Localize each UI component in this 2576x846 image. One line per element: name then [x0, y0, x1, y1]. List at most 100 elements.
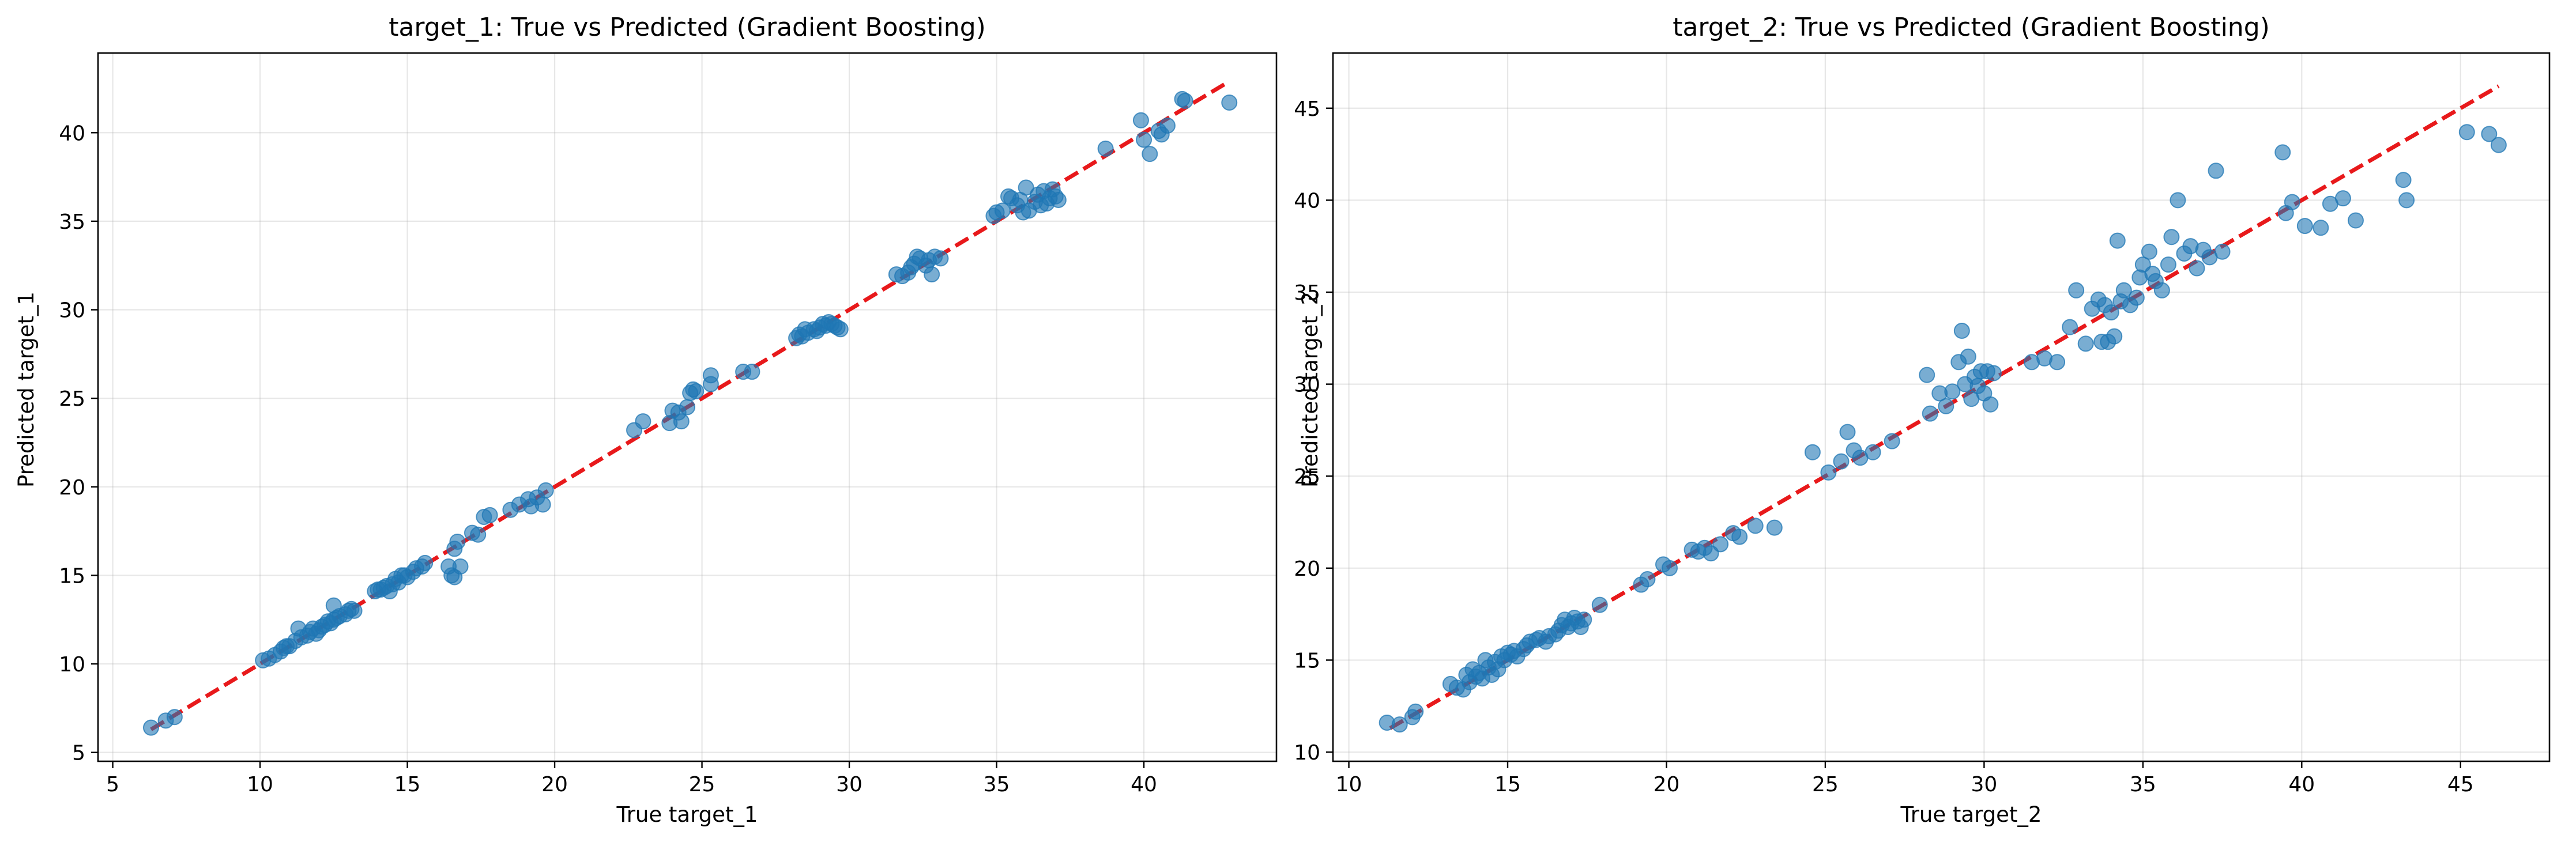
scatter-point: [452, 558, 469, 575]
scatter-point: [2077, 335, 2094, 352]
scatter-point: [470, 526, 487, 543]
x-tick-label: 15: [1494, 773, 1521, 796]
scatter-point: [2163, 229, 2180, 246]
scatter-point: [2395, 172, 2412, 188]
x-tick-label: 20: [1654, 773, 1680, 796]
scatter-point: [932, 250, 949, 267]
x-tick-label: 5: [106, 773, 119, 796]
scatter-point: [2141, 243, 2157, 260]
scatter-point: [1132, 112, 1149, 129]
scatter-point: [2284, 194, 2300, 210]
scatter-point: [1407, 703, 1424, 720]
chart-title: target_1: True vs Predicted (Gradient Bo…: [389, 13, 986, 42]
scatter-point: [673, 413, 690, 430]
scatter-point: [688, 383, 705, 399]
scatter-point: [2274, 144, 2291, 161]
grid: [98, 53, 1276, 761]
scatter-point: [2153, 282, 2170, 299]
scatter-point: [1839, 424, 1856, 440]
chart-target-1: target_1: True vs Predicted (Gradient Bo…: [14, 13, 1278, 827]
grid: [1333, 53, 2549, 761]
ticks: 5 10 15 20 25 30 35 40 5 10 15 20 25 30 35 40: [59, 122, 1157, 796]
x-tick-label: 35: [2130, 773, 2156, 796]
scatter-point: [1960, 348, 1976, 365]
scatter-point: [1591, 596, 1608, 613]
x-axis-label: True target_2: [1900, 802, 2042, 827]
x-tick-label: 30: [836, 773, 863, 796]
scatter-point: [142, 719, 159, 736]
x-tick-label: 40: [1131, 773, 1157, 796]
scatter-point: [2115, 282, 2132, 299]
scatter-point: [2398, 192, 2415, 209]
scatter-point: [1391, 716, 1408, 733]
scatter-point: [1050, 192, 1067, 209]
x-tick-label: 15: [394, 773, 421, 796]
scatter-point: [2208, 163, 2224, 179]
scatter-point: [1097, 140, 1114, 157]
scatter-point: [1982, 396, 1999, 413]
scatter-point: [346, 602, 363, 619]
y-tick-label: 25: [59, 387, 85, 411]
scatter-point: [1731, 528, 1748, 545]
y-tick-label: 30: [1294, 373, 1320, 397]
scatter-point: [1177, 92, 1193, 109]
scatter-point: [1884, 433, 1900, 450]
scatter-point: [1944, 383, 1961, 400]
scatter-point: [2347, 212, 2364, 229]
scatter-point: [924, 266, 940, 283]
scatter-point: [534, 496, 551, 513]
scatter-point: [2128, 289, 2145, 306]
scatter-point: [2490, 137, 2507, 153]
scatter-point: [2160, 256, 2176, 273]
y-tick-label: 35: [1294, 281, 1320, 305]
scatter-point: [1766, 519, 1783, 536]
x-tick-label: 35: [984, 773, 1010, 796]
x-tick-label: 20: [541, 773, 568, 796]
y-tick-label: 40: [59, 122, 85, 145]
scatter-point: [2296, 218, 2313, 235]
scatter-point: [2214, 243, 2231, 260]
y-tick-label: 30: [59, 299, 85, 323]
scatter-point: [1576, 611, 1592, 628]
chart-title: target_2: True vs Predicted (Gradient Bo…: [1673, 13, 2270, 42]
scatter-point: [1922, 405, 1938, 422]
scatter-point: [2313, 220, 2329, 236]
x-tick-label: 45: [2447, 773, 2474, 796]
y-tick-label: 15: [59, 564, 85, 588]
scatter-point: [1938, 398, 1954, 414]
scatter-point: [1712, 536, 1729, 553]
scatter-point: [449, 534, 466, 550]
scatter-point: [1953, 323, 1970, 339]
y-tick-label: 25: [1294, 465, 1320, 489]
scatter-point: [2170, 192, 2186, 209]
scatter-point: [744, 364, 760, 380]
scatter-point: [635, 413, 651, 430]
scatter-point: [166, 709, 183, 726]
scatter-point: [1136, 131, 1153, 148]
scatter-point: [2106, 328, 2123, 345]
y-axis-label: Predicted target_2: [1298, 292, 1323, 488]
scatter-point: [2062, 319, 2078, 335]
scatter-point: [1747, 518, 1764, 534]
x-tick-label: 25: [1812, 773, 1839, 796]
y-tick-label: 10: [59, 653, 85, 677]
scatter-point: [1159, 117, 1176, 134]
scatter-point: [1865, 444, 1881, 460]
chart-target-2: target_2: True vs Predicted (Gradient Bo…: [1294, 13, 2551, 827]
y-tick-label: 40: [1294, 189, 1320, 213]
scatter-point: [1804, 444, 1821, 460]
scatter-point: [537, 482, 554, 498]
y-tick-label: 35: [59, 210, 85, 234]
scatter-point: [2458, 124, 2475, 141]
scatter-point: [1018, 179, 1034, 196]
x-tick-label: 10: [1336, 773, 1362, 796]
scatter-point: [1820, 464, 1837, 481]
y-tick-label: 20: [59, 476, 85, 500]
x-axis-label: True target_1: [616, 802, 758, 827]
scatter-point: [2189, 260, 2205, 277]
points: [142, 90, 1238, 736]
y-tick-label: 15: [1294, 649, 1320, 673]
scatter-point: [2103, 304, 2119, 321]
